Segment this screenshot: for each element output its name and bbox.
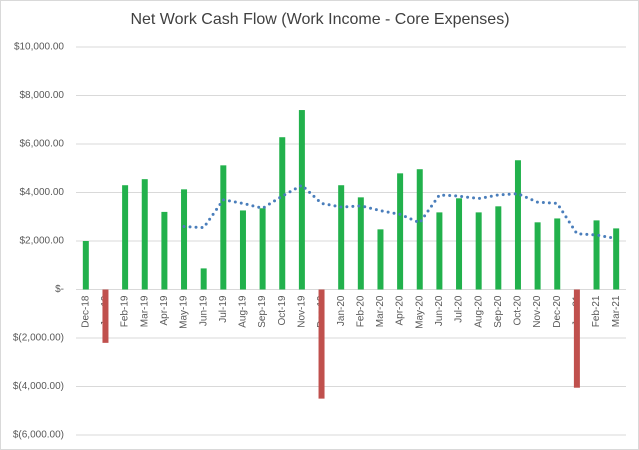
x-tick-label: Apr-19 <box>159 295 170 325</box>
y-tick-label: $(4,000.00) <box>13 381 64 392</box>
x-tick-label: Nov-19 <box>297 295 308 328</box>
bar <box>220 165 227 290</box>
x-tick-label: Mar-21 <box>611 295 622 327</box>
bar <box>338 185 345 290</box>
trend-line <box>182 183 618 241</box>
x-tick-label: Jul-19 <box>218 295 229 323</box>
bar <box>475 212 482 290</box>
y-tick-label: $(6,000.00) <box>13 430 64 441</box>
x-tick-label: Feb-20 <box>355 295 366 327</box>
bar <box>416 169 423 290</box>
bar <box>436 212 443 290</box>
x-tick-label: Jun-20 <box>434 295 445 326</box>
x-tick-label: Feb-19 <box>120 295 131 327</box>
x-tick-label: May-20 <box>414 295 425 329</box>
x-tick-label: Feb-21 <box>591 295 602 327</box>
bar <box>456 198 463 290</box>
x-tick-label: Mar-19 <box>139 295 150 327</box>
bar <box>82 241 89 290</box>
y-tick-label: $10,000.00 <box>14 42 64 53</box>
x-tick-label: Nov-20 <box>532 295 543 328</box>
bar <box>259 208 266 290</box>
y-tick-label: $6,000.00 <box>20 139 65 150</box>
bar <box>318 289 325 399</box>
x-tick-label: Oct-20 <box>513 295 524 325</box>
bar <box>573 289 580 388</box>
bar <box>357 197 364 290</box>
bar <box>181 189 188 290</box>
bar <box>397 173 404 290</box>
bar <box>613 228 620 290</box>
bar <box>102 289 109 343</box>
y-tick-label: $(2,000.00) <box>13 333 64 344</box>
x-tick-label: Jul-20 <box>454 295 465 323</box>
x-tick-label: Dec-20 <box>552 295 563 328</box>
bar <box>239 210 246 290</box>
chart-title: Net Work Cash Flow (Work Income - Core E… <box>130 11 509 28</box>
y-tick-label: $4,000.00 <box>20 187 65 198</box>
bar <box>141 179 148 290</box>
bar <box>495 206 502 290</box>
x-tick-label: Sep-20 <box>493 295 504 328</box>
bar <box>534 222 541 290</box>
bar <box>200 268 207 290</box>
bar <box>122 185 129 290</box>
bar <box>298 110 305 290</box>
x-tick-label: Mar-20 <box>375 295 386 327</box>
bar <box>514 160 521 290</box>
bar <box>593 220 600 290</box>
x-tick-label: Jan-20 <box>336 295 347 326</box>
y-tick-label: $- <box>55 284 64 295</box>
bar <box>377 229 384 290</box>
bar <box>554 218 561 290</box>
x-tick-label: Apr-20 <box>395 295 406 325</box>
x-tick-label: Aug-19 <box>238 295 249 328</box>
y-tick-label: $8,000.00 <box>20 90 65 101</box>
x-tick-label: May-19 <box>179 295 190 329</box>
x-tick-label: Sep-19 <box>257 295 268 328</box>
x-tick-label: Dec-18 <box>80 295 91 328</box>
bar <box>279 137 286 290</box>
x-tick-label: Oct-19 <box>277 295 288 325</box>
x-tick-label: Jun-19 <box>198 295 209 326</box>
x-tick-label: Aug-20 <box>473 295 484 328</box>
y-tick-label: $2,000.00 <box>20 236 65 247</box>
bar <box>161 211 168 290</box>
